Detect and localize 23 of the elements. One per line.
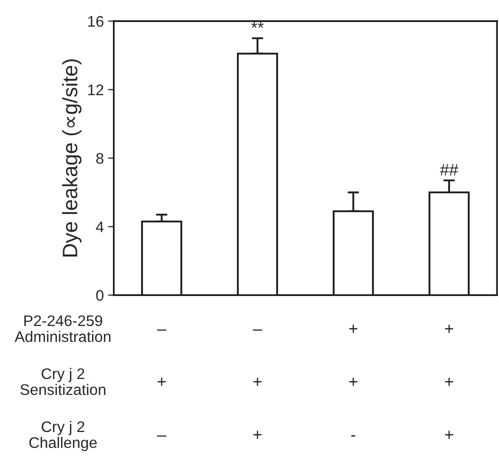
text: + — [445, 430, 454, 439]
y-tick-label: 16 — [88, 16, 104, 27]
text: + — [253, 378, 262, 386]
text: + — [158, 378, 166, 386]
y-axis-title: Dye leakage (∝g/site) — [62, 59, 82, 256]
text: + — [445, 378, 454, 386]
text: Cry j 2 Challenge — [29, 420, 97, 452]
text: + — [349, 324, 358, 333]
text: Cry j 2 Sensitization — [20, 368, 106, 396]
y-tick-label: 8 — [96, 152, 104, 164]
text: – — [252, 330, 262, 331]
annotation: ** — [251, 22, 264, 28]
y-tick-label: 0 — [96, 290, 104, 301]
text: P2-246-259 Administration — [14, 315, 110, 342]
text: + — [349, 378, 358, 386]
y-tick-label: 12 — [88, 84, 104, 96]
text: – — [157, 436, 166, 437]
annotation: ## — [440, 164, 458, 176]
y-tick-label: 4 — [96, 222, 104, 232]
text: + — [253, 430, 262, 439]
text: + — [445, 324, 454, 333]
text: – — [157, 330, 166, 331]
text: - — [351, 435, 356, 437]
